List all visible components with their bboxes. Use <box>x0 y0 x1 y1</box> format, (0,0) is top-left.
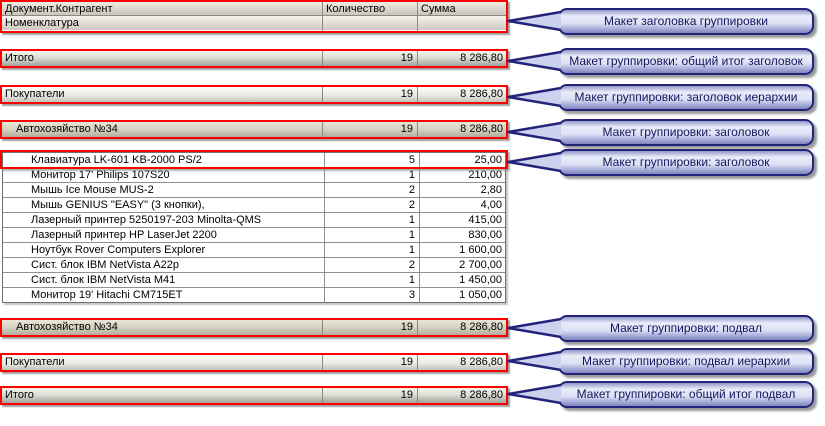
detail-name[interactable]: Мышь GENIUS "EASY" (3 кнопки), <box>3 198 325 212</box>
row-label[interactable]: Покупатели <box>2 87 323 102</box>
detail-quantity[interactable]: 2 <box>325 183 420 197</box>
detail-name[interactable]: Монитор 19' Hitachi CM715ET <box>3 288 325 302</box>
row-label[interactable]: Покупатели <box>2 355 323 370</box>
hierarchy-footer-row[interactable]: Покупатели 19 8 286,80 <box>0 353 508 372</box>
row-label[interactable]: Автохозяйство №34 <box>2 320 323 335</box>
detail-quantity[interactable]: 1 <box>325 213 420 227</box>
row-quantity[interactable]: 19 <box>323 388 418 403</box>
callout-arrow-icon <box>506 121 562 143</box>
detail-sum[interactable]: 2 700,00 <box>459 259 502 271</box>
callout-hierarchy-header: Макет группировки: заголовок иерархии <box>506 82 814 112</box>
detail-sum[interactable]: 1 050,00 <box>459 289 502 301</box>
column-header-sum[interactable]: Сумма <box>418 2 506 16</box>
detail-name[interactable]: Лазерный принтер HP LaserJet 2200 <box>3 228 325 242</box>
callout-bubble: Макет группировки: заголовок иерархии <box>558 83 814 111</box>
row-sum[interactable]: 8 286,80 <box>460 356 503 368</box>
callout-grand-total-header: Макет группировки: общий итог заголовок <box>506 46 814 76</box>
column-header-contractor[interactable]: Документ.Контрагент <box>2 2 322 16</box>
callout-bubble: Макет группировки: общий итог подвал <box>558 380 814 408</box>
callout-detail-header: Макет группировки: заголовок <box>506 147 814 177</box>
detail-quantity[interactable]: 3 <box>325 288 420 302</box>
detail-rows-table[interactable]: Клавиатура LK-601 KB-2000 PS/2 5 25,00 М… <box>2 152 506 303</box>
callout-arrow-icon <box>506 383 562 405</box>
callout-grand-total-footer: Макет группировки: общий итог подвал <box>506 379 814 409</box>
table-row[interactable]: Мышь GENIUS "EASY" (3 кнопки), 2 4,00 <box>3 198 505 213</box>
detail-quantity[interactable]: 1 <box>325 228 420 242</box>
callout-arrow-icon <box>506 350 562 372</box>
grand-total-footer-row[interactable]: Итого 19 8 286,80 <box>0 386 508 405</box>
row-quantity[interactable]: 19 <box>323 320 418 335</box>
callout-arrow-icon <box>506 50 562 72</box>
row-quantity[interactable]: 19 <box>323 87 418 102</box>
detail-name[interactable]: Мышь Ice Mouse MUS-2 <box>3 183 325 197</box>
table-row[interactable]: Монитор 19' Hitachi CM715ET 3 1 050,00 <box>3 288 505 302</box>
table-row[interactable]: Сист. блок IBM NetVista A22p 2 2 700,00 <box>3 258 505 273</box>
detail-quantity[interactable]: 5 <box>325 153 420 167</box>
row-quantity[interactable]: 19 <box>323 122 418 137</box>
callout-bubble: Макет группировки: заголовок <box>558 148 814 176</box>
table-row[interactable]: Лазерный принтер 5250197-203 Minolta-QMS… <box>3 213 505 228</box>
callout-bubble: Макет заголовка группировки <box>558 7 814 35</box>
group-footer-row[interactable]: Автохозяйство №34 19 8 286,80 <box>0 318 508 337</box>
detail-name[interactable]: Сист. блок IBM NetVista A22p <box>3 258 325 272</box>
detail-sum[interactable]: 415,00 <box>468 214 502 226</box>
detail-name[interactable]: Сист. блок IBM NetVista M41 <box>3 273 325 287</box>
detail-sum[interactable]: 210,00 <box>468 169 502 181</box>
row-quantity[interactable]: 19 <box>323 355 418 370</box>
detail-quantity[interactable]: 2 <box>325 198 420 212</box>
table-header-block[interactable]: Документ.Контрагент Номенклатура Количес… <box>0 0 508 33</box>
detail-sum[interactable]: 25,00 <box>474 154 502 166</box>
header-column-grouping[interactable]: Документ.Контрагент Номенклатура <box>2 2 323 31</box>
callout-hierarchy-footer: Макет группировки: подвал иерархии <box>506 346 814 376</box>
callout-bubble: Макет группировки: общий итог заголовок <box>558 47 814 75</box>
hierarchy-header-row[interactable]: Покупатели 19 8 286,80 <box>0 85 508 104</box>
detail-sum[interactable]: 1 450,00 <box>459 274 502 286</box>
column-header-quantity[interactable]: Количество <box>323 2 417 16</box>
callout-arrow-icon <box>506 10 562 32</box>
row-label[interactable]: Автохозяйство №34 <box>2 122 323 137</box>
row-sum[interactable]: 8 286,80 <box>460 52 503 64</box>
row-sum[interactable]: 8 286,80 <box>460 389 503 401</box>
row-label[interactable]: Итого <box>2 388 323 403</box>
header-column-quantity[interactable]: Количество <box>323 2 418 31</box>
row-label[interactable]: Итого <box>2 51 323 66</box>
callout-group-footer: Макет группировки: подвал <box>506 313 814 343</box>
row-sum[interactable]: 8 286,80 <box>460 321 503 333</box>
header-column-sum[interactable]: Сумма <box>418 2 506 31</box>
detail-name[interactable]: Лазерный принтер 5250197-203 Minolta-QMS <box>3 213 325 227</box>
group-header-row[interactable]: Автохозяйство №34 19 8 286,80 <box>0 120 508 139</box>
table-row[interactable]: Лазерный принтер HP LaserJet 2200 1 830,… <box>3 228 505 243</box>
table-row[interactable]: Ноутбук Rover Computers Explorer 1 1 600… <box>3 243 505 258</box>
callout-arrow-icon <box>506 86 562 108</box>
detail-sum[interactable]: 2,80 <box>480 184 502 196</box>
detail-sum[interactable]: 4,00 <box>480 199 502 211</box>
callout-bubble: Макет группировки: подвал иерархии <box>558 347 814 375</box>
detail-sum[interactable]: 1 600,00 <box>459 244 502 256</box>
detail-quantity[interactable]: 1 <box>325 243 420 257</box>
table-row[interactable]: Сист. блок IBM NetVista M41 1 1 450,00 <box>3 273 505 288</box>
callout-arrow-icon <box>506 151 562 173</box>
detail-quantity[interactable]: 1 <box>325 168 420 182</box>
grand-total-header-row[interactable]: Итого 19 8 286,80 <box>0 49 508 68</box>
callout-bubble: Макет группировки: заголовок <box>558 118 814 146</box>
row-sum[interactable]: 8 286,80 <box>460 123 503 135</box>
row-quantity[interactable]: 19 <box>323 51 418 66</box>
callout-bubble: Макет группировки: подвал <box>558 314 814 342</box>
detail-name[interactable]: Монитор 17' Philips 107S20 <box>3 168 325 182</box>
column-header-nomenclature[interactable]: Номенклатура <box>2 16 322 30</box>
detail-name[interactable]: Клавиатура LK-601 KB-2000 PS/2 <box>3 153 325 167</box>
table-row[interactable]: Клавиатура LK-601 KB-2000 PS/2 5 25,00 <box>3 153 505 168</box>
table-row[interactable]: Мышь Ice Mouse MUS-2 2 2,80 <box>3 183 505 198</box>
callout-arrow-icon <box>506 317 562 339</box>
detail-name[interactable]: Ноутбук Rover Computers Explorer <box>3 243 325 257</box>
row-sum[interactable]: 8 286,80 <box>460 88 503 100</box>
table-row[interactable]: Монитор 17' Philips 107S20 1 210,00 <box>3 168 505 183</box>
detail-quantity[interactable]: 1 <box>325 273 420 287</box>
callout-group-header: Макет группировки: заголовок <box>506 117 814 147</box>
detail-quantity[interactable]: 2 <box>325 258 420 272</box>
callout-grouping-header-layout: Макет заголовка группировки <box>506 6 814 36</box>
detail-sum[interactable]: 830,00 <box>468 229 502 241</box>
